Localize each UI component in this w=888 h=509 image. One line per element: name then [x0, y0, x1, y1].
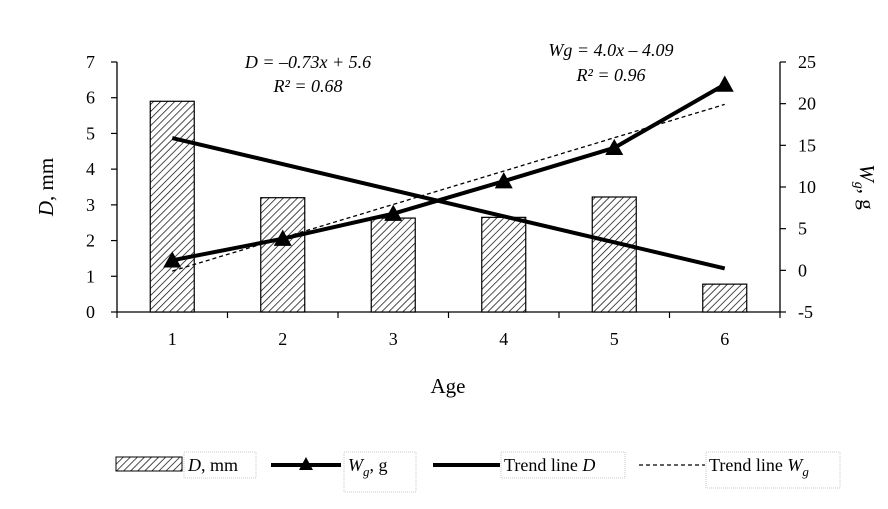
trend-lines — [171, 103, 726, 272]
legend-label-wg: Wg, g — [348, 455, 388, 479]
wg-point — [494, 172, 513, 189]
legend-label-trend-d: Trend line D — [504, 455, 595, 475]
left-tick-label: 3 — [86, 195, 95, 215]
legend-label-trend-wg: Trend line Wg — [709, 455, 809, 479]
x-tick-label: 1 — [168, 329, 177, 349]
bar-d — [260, 197, 306, 313]
x-tick-label: 2 — [278, 329, 287, 349]
d-r2: R² = 0.68 — [272, 76, 342, 96]
legend-swatch-d — [115, 456, 183, 472]
right-tick-label: 25 — [798, 52, 816, 72]
legend-marker-wg — [299, 457, 313, 470]
left-axis-title: D, mm — [34, 158, 58, 217]
right-tick-label: -5 — [798, 302, 813, 322]
left-tick-label: 4 — [86, 159, 95, 179]
right-tick-label: 20 — [798, 94, 816, 114]
wg-point — [384, 204, 403, 221]
left-axis-var: D — [34, 201, 58, 217]
right-axis-ticks: -5 0 5 10 15 20 25 — [780, 52, 816, 322]
plot-area — [116, 62, 781, 313]
legend-label-box-d — [183, 451, 257, 479]
wg-point — [163, 251, 182, 268]
left-tick-label: 6 — [86, 88, 95, 108]
left-tick-label: 2 — [86, 231, 95, 251]
legend-label-box-trend-d — [500, 451, 626, 479]
legend-item-wg: Wg, g — [271, 451, 417, 493]
x-tick-label: 5 — [610, 329, 619, 349]
x-axis-title: Age — [431, 374, 466, 398]
w-r2: R² = 0.96 — [575, 65, 645, 85]
bar-d — [149, 100, 195, 313]
x-tick-label: 3 — [389, 329, 398, 349]
wg-line — [171, 82, 726, 263]
left-tick-label: 1 — [86, 266, 95, 286]
legend-item-trend-wg: Trend line Wg — [639, 451, 841, 489]
annotations: D = –0.73x + 5.6 R² = 0.68 Wg = 4.0x – 4… — [244, 40, 674, 96]
d-equation: D = –0.73x + 5.6 — [244, 52, 371, 72]
bar-d — [370, 217, 416, 313]
legend-item-trend-d: Trend line D — [433, 451, 626, 479]
legend-item-d: D, mm — [115, 451, 257, 479]
wg-point — [605, 138, 624, 156]
wg-point — [715, 75, 734, 92]
right-tick-label: 10 — [798, 177, 816, 197]
trend-line-wg — [172, 103, 725, 272]
bar-d — [591, 196, 637, 313]
left-axis-ticks: 0 1 2 3 4 5 6 7 — [86, 52, 117, 322]
right-axis-sub: g — [851, 182, 866, 189]
wg-line-series — [163, 75, 734, 268]
w-equation: Wg = 4.0x – 4.09 — [548, 40, 673, 60]
bar-d — [481, 216, 527, 313]
legend-label-box-wg — [343, 451, 417, 493]
right-axis-title: Wg, g — [851, 164, 879, 210]
legend-label-d: D, mm — [187, 455, 238, 475]
bar-series — [149, 100, 748, 313]
right-axis-var: W — [855, 164, 879, 184]
bar-d — [702, 283, 748, 313]
right-tick-label: 0 — [798, 260, 807, 280]
x-tick-label: 6 — [720, 329, 729, 349]
right-axis-unit: , g — [855, 189, 879, 211]
right-tick-label: 5 — [798, 219, 807, 239]
legend: D, mm Wg, g Trend line D Trend line Wg — [115, 451, 841, 493]
trend-line-d — [171, 136, 726, 271]
x-axis-ticks: 1 2 3 4 5 6 — [116, 312, 781, 349]
wg-point — [273, 229, 292, 246]
right-tick-label: 15 — [798, 135, 816, 155]
left-axis-unit: , mm — [34, 158, 58, 201]
left-tick-label: 5 — [86, 123, 95, 143]
legend-label-box-trend-wg — [705, 451, 841, 489]
x-tick-label: 4 — [499, 329, 508, 349]
left-tick-label: 7 — [86, 52, 95, 72]
left-tick-label: 0 — [86, 302, 95, 322]
